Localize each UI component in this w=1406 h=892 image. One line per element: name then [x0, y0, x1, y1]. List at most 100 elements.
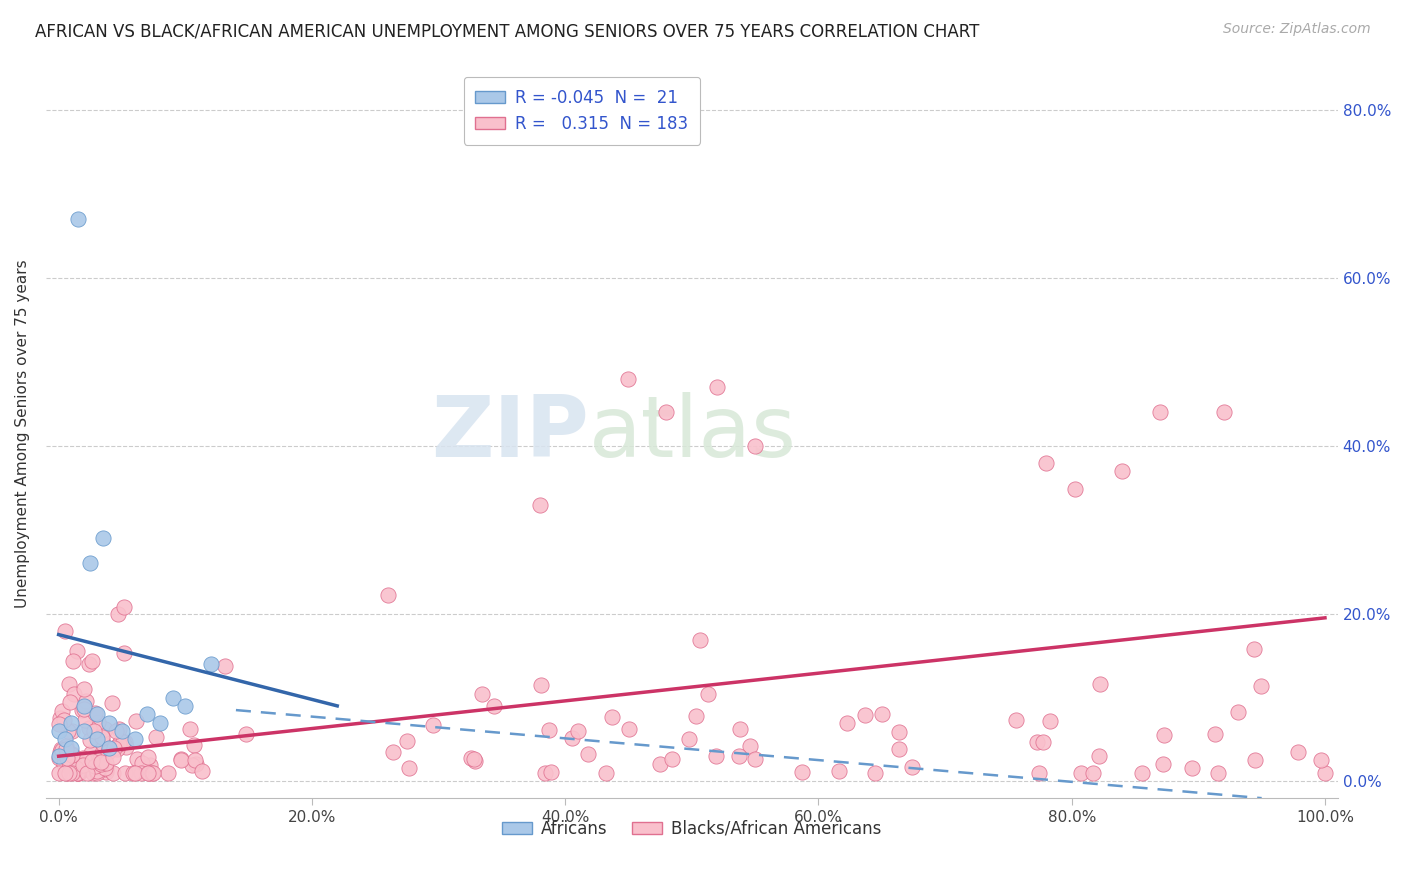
Point	[124, 766, 146, 780]
Point	[84, 706, 107, 720]
Legend: Africans, Blacks/African Americans: Africans, Blacks/African Americans	[496, 814, 887, 845]
Point	[398, 761, 420, 775]
Point	[576, 747, 599, 761]
Point	[107, 722, 129, 736]
Point	[96, 745, 118, 759]
Point	[125, 752, 148, 766]
Point	[1064, 482, 1087, 496]
Point	[90, 730, 112, 744]
Text: atlas: atlas	[589, 392, 796, 475]
Point	[86, 707, 108, 722]
Point	[184, 753, 207, 767]
Point	[86, 732, 108, 747]
Point	[75, 694, 97, 708]
Point	[1181, 761, 1204, 775]
Point	[93, 756, 115, 771]
Point	[1081, 766, 1104, 780]
Point	[82, 766, 104, 780]
Point	[82, 654, 104, 668]
Point	[460, 751, 482, 765]
Point	[107, 607, 129, 621]
Point	[48, 717, 70, 731]
Point	[706, 380, 728, 394]
Point	[422, 718, 444, 732]
Point	[77, 657, 100, 671]
Point	[105, 741, 128, 756]
Point	[170, 752, 193, 766]
Point	[678, 732, 700, 747]
Point	[534, 766, 557, 780]
Point	[72, 750, 94, 764]
Point	[115, 739, 138, 754]
Point	[122, 766, 145, 780]
Point	[1130, 766, 1153, 780]
Point	[139, 757, 162, 772]
Point	[53, 756, 76, 771]
Point	[1313, 766, 1336, 780]
Point	[1111, 464, 1133, 478]
Point	[1286, 745, 1309, 759]
Point	[1070, 766, 1092, 780]
Point	[65, 766, 87, 780]
Point	[73, 682, 96, 697]
Point	[58, 677, 80, 691]
Point	[463, 752, 485, 766]
Point	[86, 755, 108, 769]
Point	[889, 725, 911, 739]
Point	[98, 740, 121, 755]
Point	[471, 688, 494, 702]
Text: Source: ZipAtlas.com: Source: ZipAtlas.com	[1223, 22, 1371, 37]
Point	[1026, 735, 1049, 749]
Point	[174, 698, 197, 713]
Point	[76, 766, 98, 780]
Point	[101, 696, 124, 710]
Point	[1039, 714, 1062, 728]
Point	[111, 735, 134, 749]
Point	[1212, 405, 1234, 419]
Point	[56, 766, 79, 780]
Point	[51, 743, 73, 757]
Point	[145, 730, 167, 744]
Point	[76, 754, 98, 768]
Point	[90, 756, 112, 771]
Point	[91, 747, 114, 761]
Point	[86, 766, 108, 780]
Point	[136, 707, 159, 722]
Point	[103, 740, 125, 755]
Point	[60, 715, 83, 730]
Point	[142, 766, 165, 780]
Point	[94, 722, 117, 736]
Point	[94, 765, 117, 780]
Point	[650, 756, 672, 771]
Point	[73, 702, 96, 716]
Point	[112, 600, 135, 615]
Point	[70, 703, 93, 717]
Point	[79, 733, 101, 747]
Point	[138, 765, 160, 780]
Point	[837, 716, 859, 731]
Point	[689, 632, 711, 647]
Point	[704, 748, 727, 763]
Point	[48, 766, 70, 780]
Point	[382, 745, 405, 759]
Point	[94, 761, 117, 775]
Point	[540, 764, 562, 779]
Point	[49, 711, 72, 725]
Point	[214, 659, 236, 673]
Point	[1227, 705, 1250, 719]
Point	[60, 747, 83, 761]
Point	[53, 624, 76, 639]
Point	[53, 732, 76, 747]
Point	[58, 766, 80, 780]
Point	[136, 766, 159, 780]
Point	[49, 746, 72, 760]
Point	[728, 723, 751, 737]
Point	[1244, 753, 1267, 767]
Point	[181, 758, 204, 772]
Point	[1028, 766, 1050, 780]
Point	[60, 747, 83, 762]
Point	[740, 739, 762, 754]
Point	[82, 755, 104, 769]
Point	[55, 739, 77, 753]
Point	[482, 699, 505, 714]
